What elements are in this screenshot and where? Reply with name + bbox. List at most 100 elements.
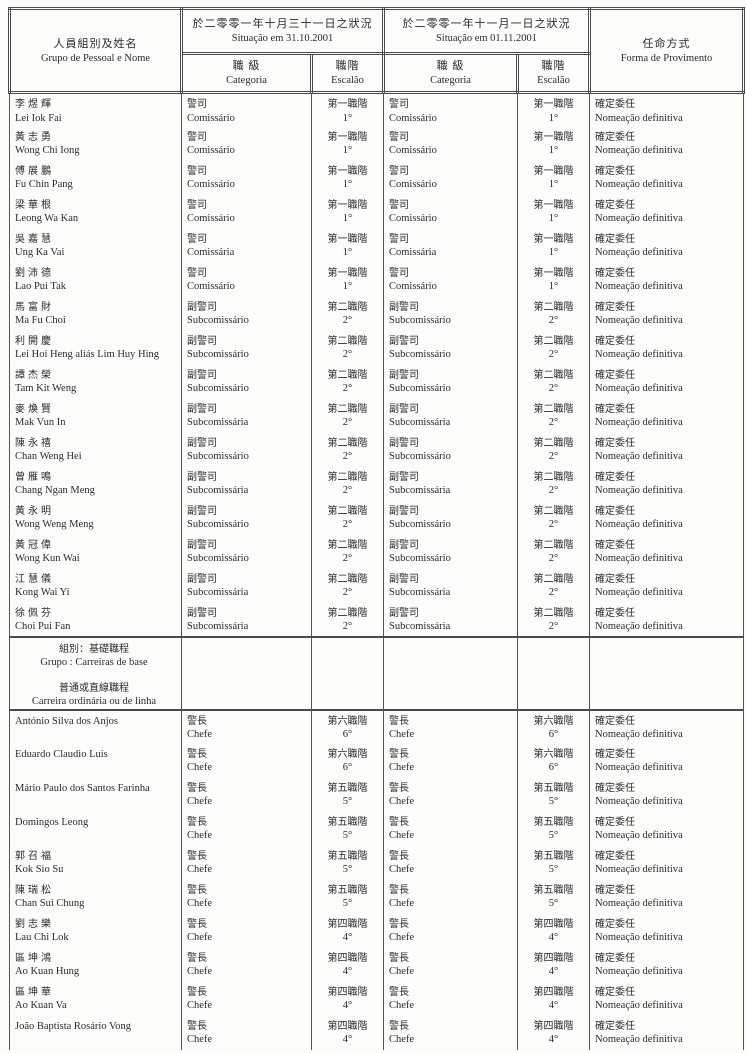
categoria-new-cell: 警長 Chefe [383, 845, 518, 880]
categoria-new-cell: 警司 Comissário [383, 160, 518, 195]
escalao-new-cell: 第一職階 1° [517, 92, 590, 127]
name-cell: 傅展鵬 Fu Chin Pang [9, 160, 182, 195]
personnel-table: 人員組別及姓名 Grupo de Pessoal e Nome 於二零零一年十月… [8, 7, 745, 1050]
name-cell: 麥煥賢 Mak Vun In [9, 398, 182, 433]
provimento-cell: 確定委任 Nomeação definitiva [589, 777, 744, 812]
categoria-new-cell: 警司 Comissário [383, 126, 518, 161]
table-header: 人員組別及姓名 Grupo de Pessoal e Nome 於二零零一年十月… [8, 7, 745, 94]
escalao-old-cell: 第二職階 2° [311, 568, 384, 603]
provimento-cell: 確定委任 Nomeação definitiva [589, 879, 744, 914]
categoria-old-cell: 警司 Comissário [181, 92, 312, 127]
provimento-cell: 確定委任 Nomeação definitiva [589, 228, 744, 263]
provimento-cell: 確定委任 Nomeação definitiva [589, 330, 744, 365]
categoria-old-cell: 副警司 Subcomissário [181, 534, 312, 569]
header-categoria-new-zh: 職 級 [436, 60, 465, 72]
provimento-cell: 確定委任 Nomeação definitiva [589, 709, 744, 744]
categoria-new-cell: 副警司 Subcomissária [383, 466, 518, 501]
header-escalao-new: 職階 Escalão [516, 52, 591, 94]
escalao-old-cell: 第六職階 6° [311, 743, 384, 778]
table-row: 梁華根 Leong Wa Kan 警司 Comissário 第一職階 1° 警司 Comis… [9, 194, 744, 229]
table-row: 麥煥賢 Mak Vun In 副警司 Subcomissária 第二職階 2° 副警司 Su… [9, 398, 744, 433]
categoria-old-cell: 警長 Chefe [181, 709, 312, 744]
name-cell: 徐佩芬 Choi Pui Fan [9, 602, 182, 637]
table-row: 黃冠偉 Wong Kun Wai 副警司 Subcomissário 第二職階 2° 副警司… [9, 534, 744, 569]
header-escalao-new-pt: Escalão [537, 75, 570, 86]
provimento-cell: 確定委任 Nomeação definitiva [589, 92, 744, 127]
escalao-new-cell: 第四職階 4° [517, 913, 590, 948]
provimento-cell: 確定委任 Nomeação definitiva [589, 432, 744, 467]
categoria-old-cell: 副警司 Subcomissário [181, 500, 312, 535]
table-row: 李煜輝 Lei Iok Fai 警司 Comissário 第一職階 1° 警司 Comiss… [9, 92, 744, 127]
table-row: 劉沛德 Lao Pui Tak 警司 Comissário 第一職階 1° 警司 Comiss… [9, 262, 744, 297]
escalao-old-cell: 第四職階 4° [311, 981, 384, 1016]
table-row: 江慧儀 Kong Wai Yi 副警司 Subcomissária 第二職階 2° 副警司 S… [9, 568, 744, 603]
table-row: 區坤鴻 Ao Kuan Hung 警長 Chefe 第四職階 4° 警長 Chefe 第四職階 4… [9, 947, 744, 982]
table-row: 馬富財 Ma Fu Choi 副警司 Subcomissário 第二職階 2° 副警司 Su… [9, 296, 744, 331]
categoria-new-cell: 警長 Chefe [383, 811, 518, 846]
table-row: 黃志勇 Wong Chi Iong 警司 Comissário 第一職階 1° 警司 Comi… [9, 126, 744, 161]
name-cell: Mário Paulo dos Santos Farinha [9, 777, 182, 812]
header-situation-old: 於二零零一年十月三十一日之狀況 Situação em 31.10.2001 [180, 7, 385, 55]
name-cell: 黃冠偉 Wong Kun Wai [9, 534, 182, 569]
header-provimento-column: 任命方式 Forma de Provimento [588, 7, 745, 94]
categoria-new-cell: 副警司 Subcomissário [383, 432, 518, 467]
header-name-column: 人員組別及姓名 Grupo de Pessoal e Nome [8, 7, 183, 94]
escalao-old-cell: 第二職階 2° [311, 602, 384, 637]
categoria-old-cell: 副警司 Subcomissária [181, 568, 312, 603]
provimento-cell: 確定委任 Nomeação definitiva [589, 296, 744, 331]
provimento-cell: 確定委任 Nomeação definitiva [589, 364, 744, 399]
table-row: 譚杰榮 Tam Kit Weng 副警司 Subcomissário 第二職階 2° 副警司… [9, 364, 744, 399]
escalao-new-cell: 第二職階 2° [517, 296, 590, 331]
name-cell: 曾雁鳴 Chang Ngan Meng [9, 466, 182, 501]
header-situation-new-pt: Situação em 01.11.2001 [435, 33, 538, 44]
header-name-pt: Grupo de Pessoal e Nome [40, 52, 151, 64]
table-row: António Silva dos Anjos 警長 Chefe 第六職階 6° 警長 Ch… [9, 709, 744, 744]
name-cell: 區坤鴻 Ao Kuan Hung [9, 947, 182, 982]
escalao-old-cell: 第四職階 4° [311, 947, 384, 982]
section-title-cell: 組別：基礎職程 Grupo : Carreiras de base 普通或直線職程 C… [9, 635, 182, 711]
categoria-new-cell: 警長 Chefe [383, 709, 518, 744]
escalao-old-cell: 第六職階 6° [311, 709, 384, 744]
provimento-cell: 確定委任 Nomeação definitiva [589, 398, 744, 433]
escalao-old-cell: 第二職階 2° [311, 330, 384, 365]
provimento-cell: 確定委任 Nomeação definitiva [589, 981, 744, 1016]
table-row: 陳永禧 Chan Weng Hei 副警司 Subcomissário 第二職階 2° 副警… [9, 432, 744, 467]
provimento-cell: 確定委任 Nomeação definitiva [589, 811, 744, 846]
categoria-old-cell: 副警司 Subcomissário [181, 296, 312, 331]
header-situation-new-zh: 於二零零一年十一月一日之狀況 [402, 18, 571, 30]
provimento-cell: 確定委任 Nomeação definitiva [589, 568, 744, 603]
header-provimento-zh: 任命方式 [642, 37, 691, 50]
table-row: 郭召福 Kok Sio Su 警長 Chefe 第五職階 5° 警長 Chefe 第五職階 5° 確… [9, 845, 744, 880]
categoria-new-cell: 警司 Comissário [383, 194, 518, 229]
categoria-new-cell: 副警司 Subcomissária [383, 398, 518, 433]
header-name-zh: 人員組別及姓名 [53, 37, 138, 50]
escalao-new-cell: 第一職階 1° [517, 126, 590, 161]
table-row: 吳嘉慧 Ung Ka Vai 警司 Comissária 第一職階 1° 警司 Comissá… [9, 228, 744, 263]
name-cell: 譚杰榮 Tam Kit Weng [9, 364, 182, 399]
name-cell: 利開慶 Lei Hoi Heng aliás Lim Huy Hing [9, 330, 182, 365]
name-cell: João Baptista Rosário Vong [9, 1015, 182, 1050]
table-row: 徐佩芬 Choi Pui Fan 副警司 Subcomissária 第二職階 2° 副警司… [9, 602, 744, 637]
provimento-cell: 確定委任 Nomeação definitiva [589, 262, 744, 297]
categoria-old-cell: 副警司 Subcomissário [181, 432, 312, 467]
section-empty-cell [517, 635, 590, 711]
categoria-new-cell: 副警司 Subcomissário [383, 330, 518, 365]
categoria-new-cell: 副警司 Subcomissário [383, 534, 518, 569]
escalao-new-cell: 第二職階 2° [517, 602, 590, 637]
categoria-old-cell: 警長 Chefe [181, 777, 312, 812]
escalao-new-cell: 第二職階 2° [517, 364, 590, 399]
escalao-old-cell: 第二職階 2° [311, 534, 384, 569]
escalao-new-cell: 第五職階 5° [517, 811, 590, 846]
categoria-old-cell: 警司 Comissário [181, 262, 312, 297]
categoria-new-cell: 警長 Chefe [383, 947, 518, 982]
table-row: 陳瑞松 Chan Sui Chung 警長 Chefe 第五職階 5° 警長 Chefe 第五職… [9, 879, 744, 914]
categoria-new-cell: 副警司 Subcomissária [383, 568, 518, 603]
categoria-old-cell: 警長 Chefe [181, 811, 312, 846]
escalao-new-cell: 第二職階 2° [517, 568, 590, 603]
header-categoria-new-pt: Categoria [430, 75, 471, 86]
categoria-new-cell: 警長 Chefe [383, 777, 518, 812]
header-escalao-old: 職階 Escalão [310, 52, 385, 94]
escalao-new-cell: 第六職階 6° [517, 743, 590, 778]
provimento-cell: 確定委任 Nomeação definitiva [589, 1015, 744, 1050]
escalao-old-cell: 第二職階 2° [311, 398, 384, 433]
